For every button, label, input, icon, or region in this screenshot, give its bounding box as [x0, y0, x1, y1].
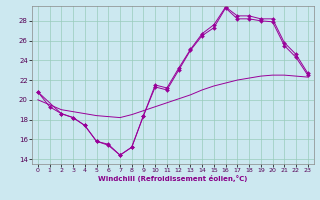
X-axis label: Windchill (Refroidissement éolien,°C): Windchill (Refroidissement éolien,°C): [98, 175, 247, 182]
